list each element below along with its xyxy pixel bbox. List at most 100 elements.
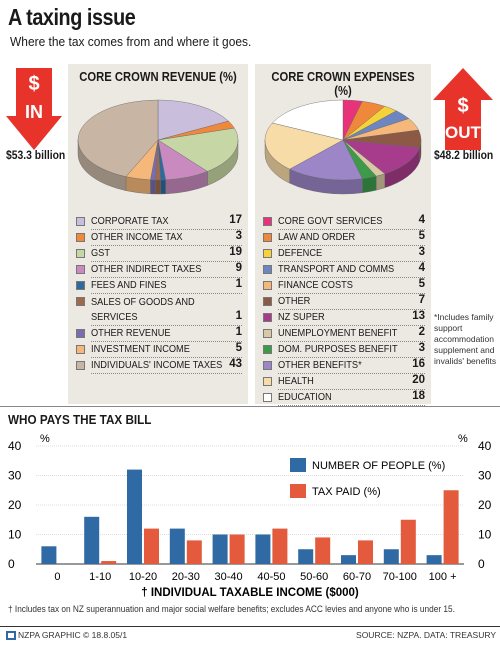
revenue-legend-label: GST [91, 247, 111, 259]
revenue-legend-label: CORPORATE TAX [91, 215, 169, 227]
revenue-legend-item: GST 19 [76, 246, 242, 262]
bar-category-label: 30-40 [215, 571, 243, 583]
revenue-legend-item: OTHER INDIRECT TAXES 9 [76, 262, 242, 278]
expenses-legend-swatch [263, 297, 272, 306]
revenue-legend-value: 43 [229, 358, 242, 370]
revenue-legend-item: FEES AND FINES 1 [76, 278, 242, 294]
bar-ytick-right: 30 [478, 469, 492, 483]
expenses-amount: $48.2 billion [434, 150, 494, 162]
expenses-legend-swatch [263, 281, 272, 290]
in-arrow-symbol: $ [28, 73, 39, 95]
expenses-legend-value: 20 [412, 374, 425, 386]
bar-category-label: 10-20 [129, 571, 157, 583]
expenses-legend-label: HEALTH [278, 375, 314, 387]
revenue-legend-value: 3 [235, 230, 242, 242]
expenses-pie-slice-10 [264, 122, 344, 170]
revenue-heading: CORE CROWN REVENUE (%) [79, 70, 237, 84]
bar-category-label: 1-10 [89, 571, 111, 583]
revenue-legend-label: INDIVIDUALS' INCOME TAXES [91, 359, 223, 371]
bar-ytick-right: 20 [478, 498, 492, 512]
revenue-pie-slice-0 [157, 99, 229, 141]
expenses-heading: CORE CROWN EXPENSES (%) [271, 70, 415, 98]
expenses-legend-swatch [263, 249, 272, 258]
bar-category-label: 50-60 [300, 571, 328, 583]
tax-bill-bar-chart: % % 0 0 10 10 20 20 30 30 40 40 0 1-10 10-20 20-30 30-40… [8, 433, 492, 599]
revenue-panel: CORE CROWN REVENUE (%) CORPORATE TAX 17 OT… [68, 64, 248, 404]
expenses-legend-label: FINANCE COSTS [278, 279, 353, 291]
bar-ytick-right: 40 [478, 439, 492, 453]
expenses-pie-slice-9 [289, 139, 363, 181]
revenue-legend-rule [91, 293, 242, 294]
revenue-legend-label: FEES AND FINES [91, 279, 167, 291]
revenue-legend-rule [91, 277, 242, 278]
revenue-legend-value: 19 [229, 246, 242, 258]
bar-section-heading: WHO PAYS THE TAX BILL [8, 412, 152, 427]
expenses-legend-item: DEFENCE 3 [263, 246, 425, 262]
footer-credit: NZPA GRAPHIC © 18.8.05/1 [18, 630, 128, 640]
expenses-legend-rule [278, 341, 425, 342]
revenue-legend-rule [91, 325, 242, 326]
bar-tax-5 [272, 528, 288, 564]
out-arrow-label: OUT [445, 123, 482, 142]
revenue-legend-item: OTHER INCOME TAX 3 [76, 230, 242, 246]
expenses-legend-swatch [263, 217, 272, 226]
revenue-amount: $53.3 billion [6, 150, 66, 162]
bar-category-label: 40-50 [257, 571, 285, 583]
bar-category-label: 100 + [429, 571, 457, 583]
expenses-legend-item: DOM. PURPOSES BENEFIT 3 [263, 342, 425, 358]
revenue-legend-swatch [76, 345, 85, 354]
revenue-pie-side-4 [160, 179, 166, 195]
expenses-legend-swatch [263, 265, 272, 274]
revenue-legend-swatch [76, 249, 85, 258]
bar-people-3 [169, 528, 185, 564]
revenue-legend-value: 1 [235, 278, 242, 290]
bar-people-5 [255, 534, 271, 564]
revenue-legend-value: 9 [235, 262, 242, 274]
footer-rule [0, 626, 500, 627]
expenses-legend-item: LAW AND ORDER 5 [263, 230, 425, 246]
expenses-pie-side-8 [362, 175, 377, 193]
expenses-legend-item: CORE GOVT SERVICES 4 [263, 214, 425, 230]
expenses-legend-value: 13 [412, 310, 425, 322]
revenue-legend-rule [91, 341, 242, 342]
bar-tax-4 [229, 534, 245, 564]
bar-ytick-left: 10 [8, 528, 22, 542]
expenses-legend-label: DEFENCE [278, 247, 323, 259]
expenses-legend-value: 16 [412, 358, 425, 370]
revenue-legend-item: INVESTMENT INCOME 5 [76, 342, 242, 358]
expenses-legend-value: 18 [412, 390, 425, 402]
bar-tax-6 [315, 537, 331, 564]
revenue-legend-value: 17 [229, 214, 242, 226]
expenses-legend-value: 4 [418, 214, 425, 226]
revenue-legend-label: OTHER REVENUE [91, 327, 171, 339]
expenses-legend-item: OTHER 7 [263, 294, 425, 310]
revenue-pie-slice-2 [157, 127, 239, 172]
page-subtitle: Where the tax comes from and where it go… [10, 34, 252, 49]
revenue-legend-value: 5 [235, 342, 242, 354]
bar-ytick-left: 0 [8, 557, 15, 571]
revenue-legend-label: INVESTMENT INCOME [91, 343, 190, 355]
expenses-legend-value: 3 [418, 342, 425, 354]
revenue-legend-rule [91, 357, 242, 358]
bar-legend-label-1: TAX PAID (%) [312, 486, 381, 498]
revenue-pie-side-6 [150, 179, 156, 195]
expenses-legend-rule [278, 373, 425, 374]
section-divider [0, 406, 500, 407]
expenses-legend-rule [278, 229, 425, 230]
out-arrow-symbol: $ [457, 95, 468, 117]
revenue-legend-swatch [76, 233, 85, 242]
bar-legend-label-0: NUMBER OF PEOPLE (%) [312, 460, 445, 472]
revenue-pie-side-5 [155, 179, 161, 195]
bar-people-2 [127, 469, 142, 564]
expenses-legend-rule [278, 277, 425, 278]
bar-ytick-left: 40 [8, 439, 22, 453]
bar-tax-3 [186, 540, 202, 564]
revenue-legend-item: CORPORATE TAX 17 [76, 214, 242, 230]
revenue-pie-chart [77, 99, 239, 195]
money-out-arrow-icon: $ OUT [433, 68, 493, 150]
expenses-legend-rule [278, 245, 425, 246]
expenses-legend-swatch [263, 329, 272, 338]
bar-ytick-left: 20 [8, 498, 22, 512]
bar-ylabel-right: % [458, 433, 468, 445]
bar-legend-swatch-1 [290, 484, 306, 498]
